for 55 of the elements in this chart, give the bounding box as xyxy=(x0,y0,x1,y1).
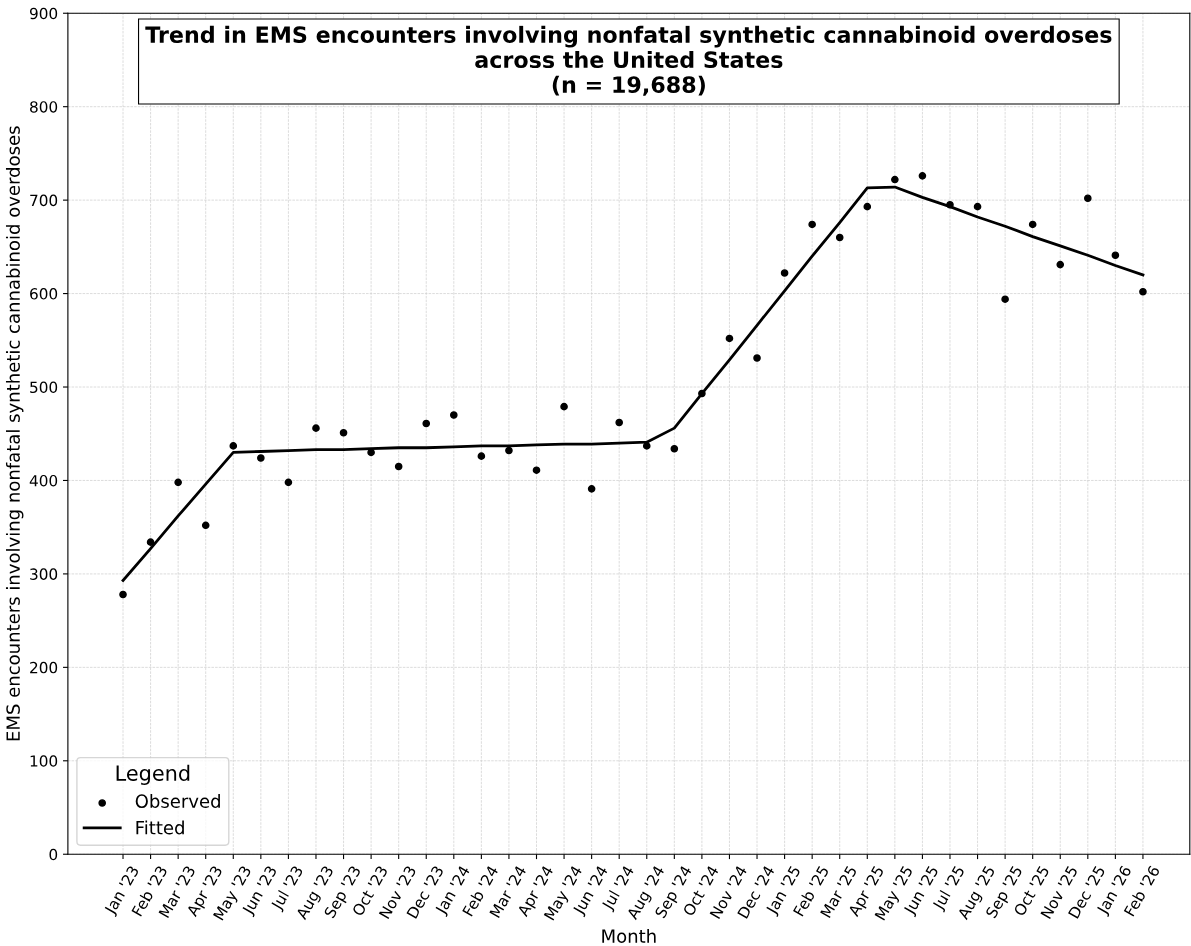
point xyxy=(918,172,927,180)
point xyxy=(753,354,761,362)
y-tick-label: 500 xyxy=(30,381,58,394)
point xyxy=(505,446,513,455)
legend-label: Fitted xyxy=(136,820,184,835)
point xyxy=(284,478,293,487)
point xyxy=(532,466,541,474)
y-tick-label: 600 xyxy=(30,288,58,300)
y-tick-label: 0 xyxy=(49,848,58,861)
y-tick-label: 100 xyxy=(30,755,58,767)
point xyxy=(1111,251,1120,260)
point xyxy=(946,201,954,209)
y-tick-label: 900 xyxy=(29,7,58,20)
point xyxy=(780,269,789,277)
point xyxy=(1028,220,1037,229)
point xyxy=(119,590,127,599)
y-tick-label: 700 xyxy=(30,194,58,207)
point xyxy=(891,175,899,184)
y-tick-label: 200 xyxy=(30,661,58,674)
point xyxy=(257,454,265,462)
point xyxy=(477,452,486,460)
point xyxy=(560,402,568,411)
text: Trend in EMS encounters involving nonfatal synthetic cannabinoid overdoses across the United States (n = 19,688) xyxy=(145,25,1112,96)
point xyxy=(1001,295,1009,303)
point xyxy=(725,334,734,343)
y-tick-label: 400 xyxy=(29,474,58,487)
point xyxy=(698,389,706,398)
point xyxy=(863,202,872,211)
legend-title: Legend xyxy=(116,764,190,785)
line-series xyxy=(121,185,1145,582)
point xyxy=(1084,194,1092,203)
point xyxy=(587,485,596,493)
y-axis-title: EMS encounters involving nonfatal synthetic cannabinoid overdoses xyxy=(5,126,24,741)
x-axis-title: Month xyxy=(602,928,656,943)
point xyxy=(174,478,182,487)
point xyxy=(394,462,403,471)
point xyxy=(312,424,320,432)
point xyxy=(973,202,982,211)
point xyxy=(422,419,431,428)
legend-label: Observed xyxy=(135,794,220,808)
point xyxy=(808,220,816,229)
point xyxy=(450,411,458,419)
point xyxy=(367,448,375,457)
point xyxy=(835,233,844,242)
point xyxy=(1056,260,1065,269)
y-tick-label: 300 xyxy=(30,568,58,580)
point xyxy=(615,418,624,427)
point xyxy=(642,442,651,450)
point xyxy=(201,521,210,530)
point xyxy=(670,444,679,453)
y-tick-label: 800 xyxy=(30,101,58,113)
point xyxy=(1139,287,1147,296)
point xyxy=(229,442,238,450)
point xyxy=(339,429,348,437)
point xyxy=(146,538,155,546)
